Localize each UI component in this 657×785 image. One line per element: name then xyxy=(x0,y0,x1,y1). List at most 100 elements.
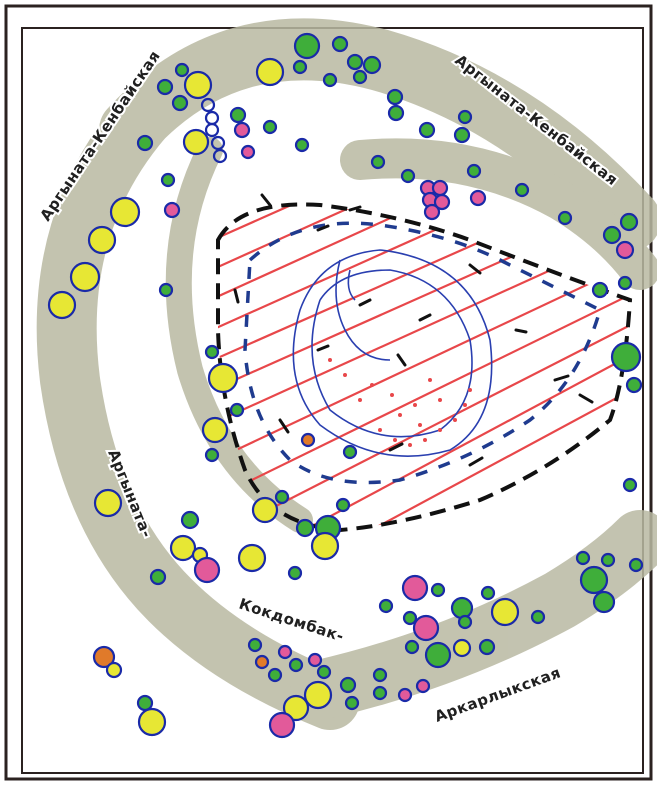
intrusion-yellow xyxy=(201,416,229,444)
intrusion-yellow xyxy=(105,661,123,679)
intrusion-pink xyxy=(433,193,451,211)
central-structure xyxy=(292,249,493,457)
intrusion-green xyxy=(200,97,216,113)
intrusion-green xyxy=(514,182,530,198)
intrusion-green xyxy=(557,210,573,226)
intrusion-green xyxy=(229,402,245,418)
intrusion-green xyxy=(204,344,220,360)
intrusion-green xyxy=(204,447,220,463)
intrusion-green xyxy=(372,685,388,701)
intrusion-green xyxy=(210,135,226,151)
intrusion-green xyxy=(160,172,176,188)
intrusion-yellow xyxy=(93,488,123,518)
intrusion-yellow xyxy=(310,531,340,561)
intrusion-yellow xyxy=(183,70,213,100)
intrusion-orange xyxy=(300,432,316,448)
intrusion-green xyxy=(370,154,386,170)
intrusion-green xyxy=(158,282,174,298)
intrusion-green xyxy=(362,55,382,75)
intrusion-green xyxy=(628,557,644,573)
intrusion-yellow xyxy=(303,680,333,710)
intrusion-green xyxy=(339,676,357,694)
intrusion-green xyxy=(591,281,609,299)
intrusion-orange xyxy=(92,645,116,669)
intrusion-pink xyxy=(307,652,323,668)
intrusion-green xyxy=(342,444,358,460)
intrusion-green xyxy=(294,137,310,153)
intrusion-green xyxy=(430,582,446,598)
intrusion-yellow xyxy=(490,597,520,627)
intrusion-green xyxy=(386,88,404,106)
intrusion-pink xyxy=(397,687,413,703)
intrusion-green xyxy=(287,565,303,581)
intrusion-pink xyxy=(412,614,440,642)
intrusion-yellow xyxy=(237,543,267,573)
intrusion-bodies xyxy=(47,32,644,739)
intrusion-yellow xyxy=(255,57,285,87)
intrusion-green xyxy=(335,497,351,513)
intrusion-green xyxy=(316,664,332,680)
intrusion-green xyxy=(579,565,609,595)
intrusion-green xyxy=(478,638,496,656)
intrusion-pink xyxy=(240,144,256,160)
intrusion-yellow xyxy=(182,128,210,156)
intrusion-green xyxy=(418,121,436,139)
intrusion-green xyxy=(331,35,349,53)
intrusion-green xyxy=(610,341,642,373)
intrusion-yellow xyxy=(282,694,310,722)
intrusion-green xyxy=(387,104,405,122)
massif-outline xyxy=(216,202,633,533)
intrusion-pink xyxy=(469,189,487,207)
intrusion-pink xyxy=(193,556,221,584)
intrusion-green xyxy=(136,134,154,152)
intrusion-green xyxy=(453,126,471,144)
intrusion-yellow xyxy=(109,196,141,228)
intrusion-green xyxy=(288,657,304,673)
intrusion-green xyxy=(457,109,473,125)
intrusion-yellow xyxy=(251,496,279,524)
intrusion-green xyxy=(424,641,452,669)
intrusion-green xyxy=(466,163,482,179)
intrusion-yellow xyxy=(207,362,239,394)
intrusion-green xyxy=(625,376,643,394)
intrusion-green xyxy=(171,94,189,112)
intrusion-green xyxy=(592,590,616,614)
intrusion-green xyxy=(346,53,364,71)
intrusion-green xyxy=(136,694,154,712)
central-red-dots xyxy=(328,358,472,447)
intrusion-green xyxy=(212,148,228,164)
intrusion-pink xyxy=(415,678,431,694)
intrusion-green xyxy=(267,667,283,683)
intrusion-pink xyxy=(163,201,181,219)
intrusion-pink xyxy=(423,203,441,221)
intrusion-green xyxy=(293,32,321,60)
intrusion-green xyxy=(480,585,496,601)
intrusion-green xyxy=(229,106,247,124)
intrusion-orange xyxy=(254,654,270,670)
intrusion-green xyxy=(204,122,220,138)
intrusion-yellow xyxy=(69,261,101,293)
intrusion-pink xyxy=(233,121,251,139)
belt-bottom xyxy=(290,510,657,720)
intrusion-green xyxy=(400,168,416,184)
belt-left-arc xyxy=(36,80,360,730)
intrusion-green xyxy=(262,119,278,135)
intrusion-green xyxy=(344,695,360,711)
intrusion-green xyxy=(247,637,263,653)
intrusion-yellow xyxy=(47,290,77,320)
intrusion-green xyxy=(404,639,420,655)
intrusion-yellow xyxy=(452,638,472,658)
intrusion-green xyxy=(622,477,638,493)
intrusion-green xyxy=(530,609,546,625)
intrusion-green xyxy=(204,110,220,126)
sediment-belts xyxy=(36,18,657,730)
fault-ticks xyxy=(233,193,594,467)
intrusion-pink xyxy=(277,644,293,660)
intrusion-yellow xyxy=(137,707,167,737)
intrusion-pink xyxy=(401,574,429,602)
intrusion-yellow xyxy=(87,225,117,255)
intrusion-green xyxy=(156,78,174,96)
intrusion-green xyxy=(600,552,616,568)
intrusion-green xyxy=(295,518,315,538)
